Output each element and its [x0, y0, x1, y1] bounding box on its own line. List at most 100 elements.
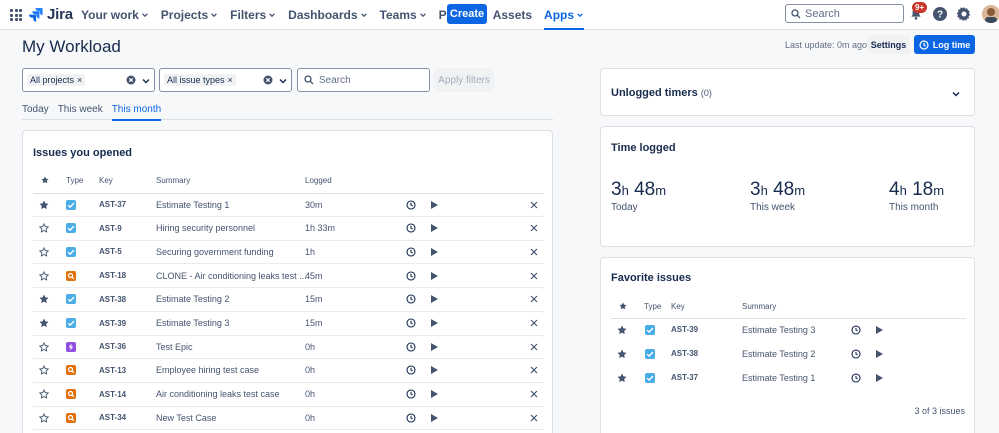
favorite-row[interactable]: AST-39 Estimate Testing 3	[611, 318, 966, 342]
close-icon[interactable]	[530, 272, 538, 280]
star-outline-icon[interactable]	[39, 365, 49, 376]
clock-icon[interactable]	[406, 365, 416, 375]
clock-icon[interactable]	[406, 318, 416, 328]
settings-gear-icon[interactable]	[956, 6, 972, 22]
play-timer-icon[interactable]	[429, 247, 439, 257]
table-row[interactable]: AST-18 CLONE - Air conditioning leaks te…	[33, 264, 544, 289]
settings-button[interactable]: Settings	[867, 35, 910, 54]
issue-summary[interactable]: Estimate Testing 1	[156, 199, 230, 210]
close-icon[interactable]	[530, 224, 538, 232]
favorite-row[interactable]: AST-38 Estimate Testing 2	[611, 342, 966, 366]
nav-item-your-work[interactable]: Your work	[75, 0, 155, 30]
nav-item-teams[interactable]: Teams	[374, 0, 433, 30]
nav-item-filters[interactable]: Filters	[224, 0, 282, 30]
user-avatar[interactable]	[982, 5, 999, 23]
issue-summary[interactable]: Estimate Testing 3	[156, 318, 230, 328]
table-row[interactable]: AST-13 Employee hiring test case 0h	[33, 359, 544, 383]
projects-filter-select[interactable]: All projects ×	[22, 68, 155, 92]
close-icon[interactable]	[530, 366, 538, 374]
play-timer-icon[interactable]	[429, 200, 439, 210]
clear-icon[interactable]	[126, 75, 136, 85]
play-timer-icon[interactable]	[874, 325, 884, 335]
tab-this-week[interactable]: This week	[57, 104, 103, 115]
issue-summary[interactable]: Employee hiring test case	[156, 365, 260, 376]
chevron-down-icon[interactable]	[141, 76, 151, 86]
star-outline-icon[interactable]	[39, 270, 49, 281]
issue-summary[interactable]: Estimate Testing 3	[742, 324, 816, 335]
table-row[interactable]: AST-36 Test Epic 0h	[33, 335, 544, 360]
help-icon[interactable]: ?	[932, 6, 948, 22]
issue-key[interactable]: AST-14	[99, 389, 127, 399]
table-row[interactable]: AST-38 Estimate Testing 2 15m	[33, 288, 544, 312]
remove-chip-icon[interactable]: ×	[227, 75, 233, 85]
star-filled-icon[interactable]	[39, 294, 49, 304]
clock-icon[interactable]	[406, 199, 416, 210]
star-filled-icon[interactable]	[617, 349, 627, 359]
unlogged-timers-card[interactable]: Unlogged timers (0)	[600, 68, 975, 116]
close-icon[interactable]	[530, 295, 538, 303]
star-filled-icon[interactable]	[39, 318, 49, 328]
tab-today[interactable]: Today	[22, 104, 49, 115]
close-icon[interactable]	[530, 319, 538, 327]
issue-summary[interactable]: Test Epic	[156, 341, 193, 352]
expand-chevron-icon[interactable]	[951, 89, 961, 99]
play-timer-icon[interactable]	[429, 413, 439, 423]
table-row[interactable]: AST-14 Air conditioning leaks test case …	[33, 383, 544, 407]
issue-key[interactable]: AST-13	[99, 365, 127, 375]
star-filled-icon[interactable]	[39, 200, 49, 210]
issue-summary[interactable]: Air conditioning leaks test case	[156, 389, 280, 400]
close-icon[interactable]	[530, 248, 538, 256]
nav-item-projects[interactable]: Projects	[155, 0, 224, 30]
table-row[interactable]: AST-37 Estimate Testing 1 30m	[33, 193, 544, 217]
app-switcher-icon[interactable]	[10, 9, 22, 21]
clock-icon[interactable]	[406, 342, 416, 352]
clock-icon[interactable]	[851, 324, 861, 335]
clear-icon[interactable]	[263, 75, 273, 85]
table-row[interactable]: AST-34 New Test Case 0h	[33, 406, 544, 431]
play-timer-icon[interactable]	[429, 271, 439, 281]
play-timer-icon[interactable]	[429, 223, 439, 233]
play-timer-icon[interactable]	[874, 373, 884, 383]
star-outline-icon[interactable]	[39, 223, 49, 233]
clock-icon[interactable]	[851, 372, 861, 383]
issue-key[interactable]: AST-38	[99, 294, 127, 304]
issue-summary[interactable]: Hiring security personnel	[156, 223, 256, 234]
global-search-input[interactable]: Search	[785, 4, 904, 23]
close-icon[interactable]	[530, 201, 538, 209]
issue-summary[interactable]: Estimate Testing 2	[156, 294, 230, 305]
play-timer-icon[interactable]	[429, 389, 439, 399]
close-icon[interactable]	[530, 390, 538, 398]
clock-icon[interactable]	[406, 294, 416, 304]
issue-key[interactable]: AST-37	[99, 200, 127, 209]
table-row[interactable]: AST-39 Estimate Testing 3 15m	[33, 312, 544, 336]
play-timer-icon[interactable]	[874, 349, 884, 359]
log-time-button[interactable]: Log time	[914, 35, 975, 54]
issue-key[interactable]: AST-9	[99, 223, 122, 233]
tab-this-month[interactable]: This month	[111, 104, 162, 121]
favorite-row[interactable]: AST-37 Estimate Testing 1	[611, 366, 966, 390]
nav-item-dashboards[interactable]: Dashboards	[282, 0, 373, 30]
clock-icon[interactable]	[406, 247, 416, 257]
issue-key[interactable]: AST-34	[99, 413, 127, 423]
create-button[interactable]: Create	[447, 4, 487, 24]
nav-item-apps[interactable]: Apps	[538, 0, 590, 30]
play-timer-icon[interactable]	[429, 342, 439, 352]
play-timer-icon[interactable]	[429, 294, 439, 304]
issue-summary[interactable]: New Test Case	[156, 412, 217, 423]
close-icon[interactable]	[530, 343, 538, 351]
nav-item-assets[interactable]: Assets	[487, 0, 538, 30]
star-outline-icon[interactable]	[39, 246, 49, 257]
clock-icon[interactable]	[851, 348, 861, 359]
issue-key[interactable]: AST-38	[671, 349, 699, 358]
issue-summary[interactable]: CLONE - Air conditioning leaks test ...	[156, 270, 307, 281]
star-filled-icon[interactable]	[617, 325, 627, 335]
issue-key[interactable]: AST-36	[99, 342, 127, 352]
issue-key[interactable]: AST-18	[99, 271, 127, 281]
star-outline-icon[interactable]	[39, 412, 49, 423]
clock-icon[interactable]	[406, 223, 416, 233]
apply-filters-button[interactable]: Apply filters	[434, 68, 494, 92]
issue-summary[interactable]: Estimate Testing 2	[742, 348, 816, 359]
star-outline-icon[interactable]	[39, 341, 49, 352]
clock-icon[interactable]	[406, 389, 416, 399]
issue-key[interactable]: AST-39	[99, 318, 127, 328]
